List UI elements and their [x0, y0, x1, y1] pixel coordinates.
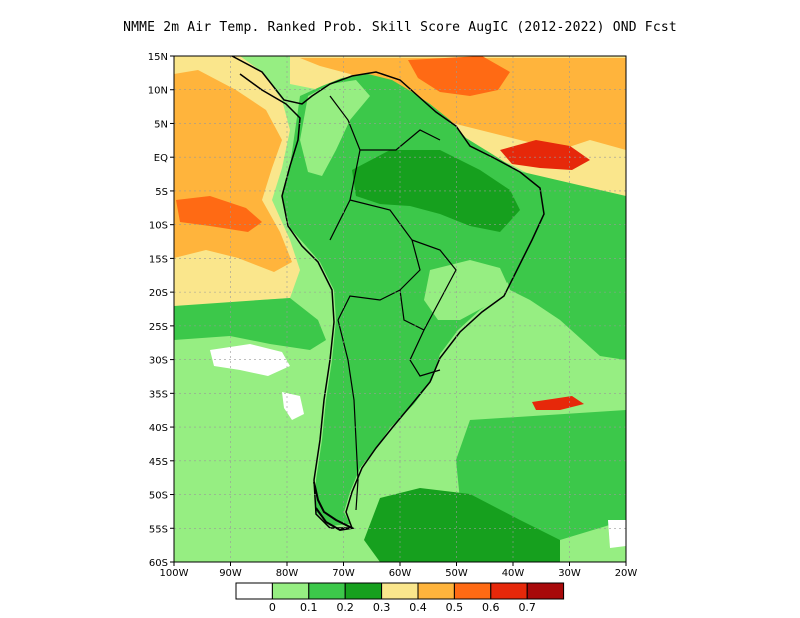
- border-lines: [329, 95, 457, 511]
- field-atlantic-red: [500, 140, 590, 170]
- coastline-overlay: [231, 55, 545, 532]
- field-pacific-dark-orange: [176, 196, 262, 232]
- lon-tick-label: 30W: [558, 568, 581, 579]
- colorbar-label: 0.1: [300, 601, 318, 614]
- lon-tick-label: 60W: [389, 568, 412, 579]
- colorbar-label: 0.3: [373, 601, 391, 614]
- field-south-atlantic-green: [456, 410, 626, 540]
- gridlines: [174, 56, 626, 562]
- colorbar-swatch: [344, 582, 383, 600]
- lon-tick-label: 20W: [615, 568, 638, 579]
- colorbar-swatch: [490, 582, 528, 600]
- lon-tick-label: 90W: [219, 568, 242, 579]
- colorbar-swatch: [271, 582, 310, 600]
- lon-tick-label: 80W: [276, 568, 299, 579]
- lat-tick-label: 40S: [149, 423, 168, 434]
- colorbar-swatch: [526, 582, 565, 600]
- colorbar-label: 0.2: [336, 601, 354, 614]
- colorbar-label: 0.4: [409, 601, 427, 614]
- field-land-light-green: [300, 80, 370, 176]
- lat-tick-label: 15N: [148, 52, 168, 63]
- field-south-atlantic-dark-green: [364, 488, 560, 562]
- colorbar-label: 0.7: [518, 601, 536, 614]
- field-brazil-light-green: [424, 260, 510, 320]
- colorbar-label: 0: [269, 601, 276, 614]
- lat-tick-label: 15S: [149, 254, 168, 265]
- lat-tick-label: 35S: [149, 389, 168, 400]
- field-white-patch: [608, 520, 626, 548]
- colorbar-swatch: [417, 582, 455, 600]
- coastline: [231, 55, 545, 529]
- lat-tick-label: 20S: [149, 288, 168, 299]
- lon-tick-label: 70W: [332, 568, 355, 579]
- map-title: NMME 2m Air Temp. Ranked Prob. Skill Sco…: [123, 20, 677, 35]
- colorbar-label: 0.5: [446, 601, 464, 614]
- colorbar: 0 0.1 0.2 0.3 0.4 0.5 0.6 0.7: [235, 582, 565, 614]
- field-white-patch: [210, 344, 290, 376]
- lat-tick-label: 50S: [149, 491, 168, 502]
- lat-tick-label: 10N: [148, 86, 168, 97]
- lat-tick-label: 25S: [149, 322, 168, 333]
- field-red-patch: [532, 396, 584, 410]
- lon-tick-label: 40W: [502, 568, 525, 579]
- colorbar-swatch: [381, 582, 419, 600]
- lat-tick-label: 60S: [149, 558, 168, 569]
- latitude-axis: 15N 10N 5N EQ 5S 10S 15S 20S 25S 30S 35S 40S 45S 50S 5…: [148, 52, 174, 569]
- fuegian-islands: [313, 481, 356, 532]
- lat-tick-label: 45S: [149, 457, 168, 468]
- colorbar-label: 0.6: [482, 601, 500, 614]
- lat-tick-label: 5N: [154, 119, 168, 130]
- lat-tick-label: 30S: [149, 356, 168, 367]
- skill-field: [174, 56, 626, 562]
- colorbar-swatch: [453, 582, 492, 600]
- colorbar-swatch: [308, 582, 346, 600]
- longitude-axis: 100W 90W 80W 70W 60W 50W 40W 30W 20W: [160, 562, 638, 579]
- lat-tick-label: 10S: [149, 221, 168, 232]
- lat-tick-label: 5S: [155, 187, 168, 198]
- lon-tick-label: 100W: [160, 568, 189, 579]
- lon-tick-label: 50W: [445, 568, 468, 579]
- field-white-patch: [282, 392, 304, 420]
- lat-tick-label: 55S: [149, 524, 168, 535]
- field-south-pacific-green: [174, 298, 326, 350]
- field-atlantic-dark-orange: [408, 56, 510, 96]
- lat-tick-label: EQ: [154, 153, 168, 164]
- colorbar-swatch: [235, 582, 273, 600]
